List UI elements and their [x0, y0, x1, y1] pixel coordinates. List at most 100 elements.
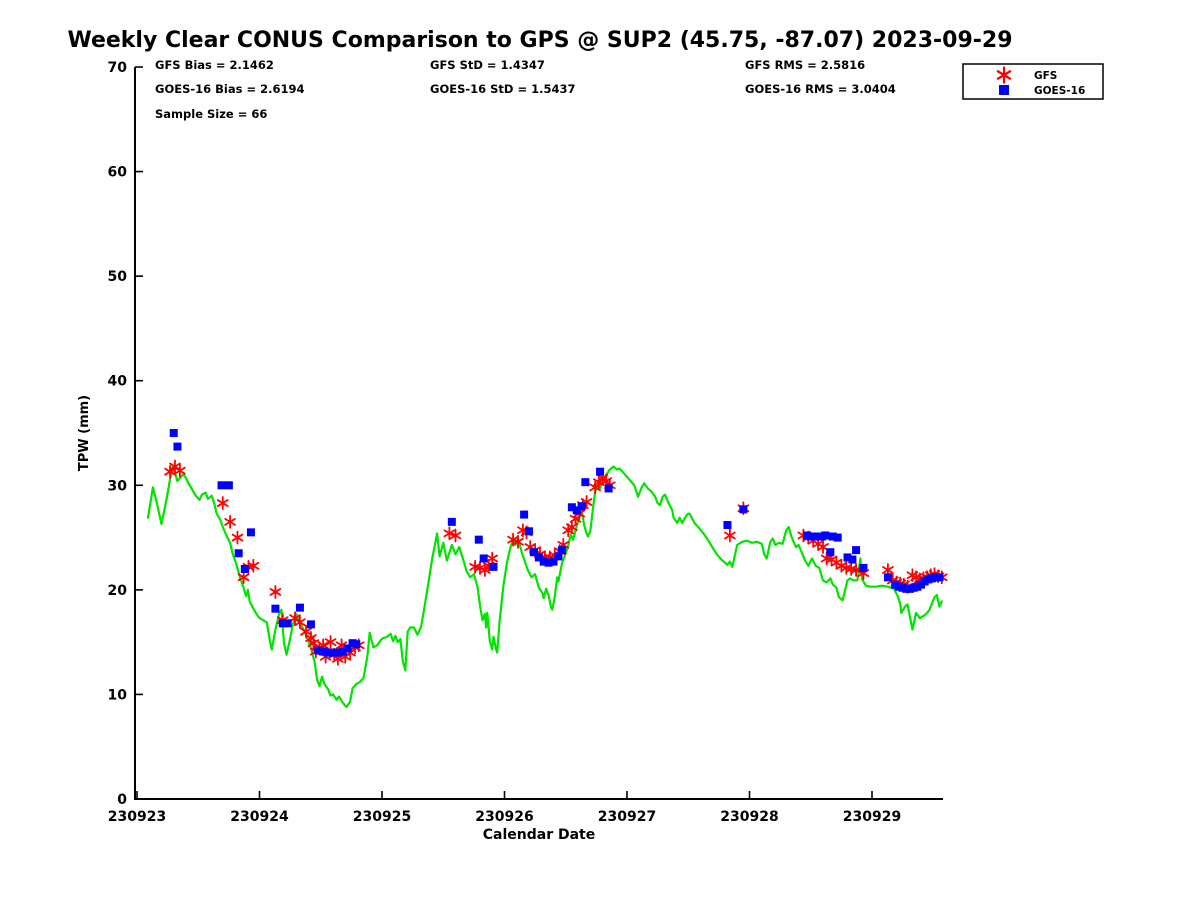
goes16-square-marker — [534, 553, 543, 562]
gfs-asterisk-marker — [724, 528, 736, 543]
goes16-square-marker — [852, 546, 861, 555]
y-tick-label: 60 — [108, 165, 128, 181]
x-tick-label: 230926 — [475, 809, 533, 825]
goes16-square-marker — [295, 603, 304, 612]
legend-label-gfs: GFS — [1034, 70, 1057, 82]
y-tick-label: 10 — [108, 687, 128, 703]
goes16-square-marker — [739, 505, 748, 514]
x-tick-label: 230927 — [598, 809, 656, 825]
goes16-square-marker — [333, 648, 342, 657]
gfs-asterisk-marker — [269, 585, 282, 599]
goes16-square-marker — [723, 521, 732, 530]
goes16-square-marker — [525, 527, 533, 536]
legend-box — [962, 63, 1104, 100]
stat-goes-bias: GOES-16 Bias = 2.6194 — [155, 82, 305, 96]
gfs-asterisk-marker — [850, 563, 862, 577]
gfs-asterisk-marker — [174, 463, 186, 478]
stat-goes-std: GOES-16 StD = 1.5437 — [430, 82, 576, 96]
gps-line — [146, 465, 943, 709]
x-tick-label: 230925 — [353, 809, 411, 825]
goes16-square-marker — [306, 620, 315, 629]
goes16-square-marker — [604, 484, 613, 493]
gfs-asterisk-marker — [324, 635, 337, 650]
y-tick-label: 40 — [108, 374, 128, 390]
goes16-square-marker — [338, 647, 347, 656]
goes16-square-marker — [596, 467, 605, 476]
gfs-asterisk-marker — [449, 528, 462, 543]
stat-sample-size: Sample Size = 66 — [155, 107, 268, 121]
goes16-square-marker — [529, 548, 538, 557]
gfs-asterisk-marker — [294, 615, 306, 630]
goes16-square-marker — [848, 555, 857, 564]
y-tick-label: 20 — [108, 583, 128, 599]
y-tick-label: 50 — [108, 269, 128, 285]
gfs-asterisk-marker — [237, 570, 250, 585]
goes16-square-marker — [549, 557, 558, 566]
stat-gfs-std: GFS StD = 1.4347 — [430, 58, 545, 72]
goes16-square-marker — [826, 548, 835, 557]
gfs-asterisk-marker — [231, 530, 244, 545]
goes16-square-marker — [224, 481, 233, 490]
goes16-square-marker — [314, 646, 323, 655]
y-axis-label: TPW (mm) — [77, 395, 92, 471]
goes16-square-marker — [935, 573, 944, 582]
goes16-square-marker — [319, 647, 328, 656]
goes16-square-marker — [474, 535, 483, 544]
x-axis-label: Calendar Date — [483, 827, 596, 843]
goes16-square-marker — [572, 506, 581, 515]
goes16-square-marker — [520, 510, 529, 519]
goes16-square-marker — [447, 517, 456, 526]
stat-gfs-rms: GFS RMS = 2.5816 — [745, 58, 866, 72]
goes16-square-marker — [278, 619, 287, 628]
gfs-asterisk-marker — [512, 534, 524, 549]
goes16-square-marker — [352, 640, 361, 649]
chart-title: Weekly Clear CONUS Comparison to GPS @ S… — [67, 28, 1013, 53]
gfs-asterisk-marker — [486, 551, 499, 566]
y-tick-label: 30 — [108, 478, 128, 494]
goes16-square-marker — [999, 85, 1009, 95]
goes16-square-marker — [833, 533, 842, 542]
goes16-square-marker — [558, 546, 567, 555]
y-tick-label: 0 — [117, 792, 127, 808]
goes16-square-marker — [554, 552, 563, 561]
goes16-square-marker — [544, 558, 553, 567]
goes16-square-marker — [343, 644, 352, 653]
goes16-square-marker — [577, 502, 586, 511]
gfs-asterisk-marker — [443, 526, 456, 541]
legend-label-goes16: GOES-16 — [1034, 85, 1085, 97]
goes16-square-marker — [859, 563, 868, 572]
goes16-square-marker — [246, 528, 255, 537]
goes16-square-marker — [240, 564, 249, 573]
goes16-square-marker — [843, 553, 852, 562]
gfs-asterisk-marker — [216, 496, 229, 510]
goes16-square-marker — [489, 562, 498, 571]
goes16-square-marker — [169, 429, 178, 437]
gfs-asterisk-marker — [247, 558, 260, 573]
goes16-square-marker — [329, 648, 337, 657]
goes16-square-marker — [234, 549, 243, 558]
stat-goes-rms: GOES-16 RMS = 3.0404 — [745, 82, 896, 96]
x-tick-label: 230924 — [230, 809, 289, 825]
goes16-square-marker — [479, 554, 488, 563]
y-tick-label: 70 — [108, 60, 128, 76]
x-tick-label: 230928 — [720, 809, 778, 825]
gfs-asterisk-marker — [996, 66, 1012, 84]
stat-gfs-bias: GFS Bias = 2.1462 — [155, 58, 274, 72]
x-tick-label: 230929 — [843, 809, 901, 825]
goes16-square-marker — [883, 573, 892, 582]
goes16-square-marker — [324, 648, 333, 657]
goes16-square-marker — [828, 532, 837, 541]
goes16-square-marker — [217, 481, 226, 490]
gfs-asterisk-marker — [289, 611, 301, 625]
gfs-asterisk-marker — [307, 636, 320, 651]
gfs-asterisk-marker — [164, 464, 176, 479]
goes16-square-marker — [283, 619, 292, 628]
goes16-square-marker — [821, 531, 830, 540]
goes16-square-marker — [271, 604, 280, 613]
goes16-square-marker — [567, 503, 576, 512]
gfs-asterisk-marker — [817, 540, 829, 554]
x-tick-label: 230923 — [108, 809, 166, 825]
gfs-asterisk-marker — [224, 514, 236, 529]
